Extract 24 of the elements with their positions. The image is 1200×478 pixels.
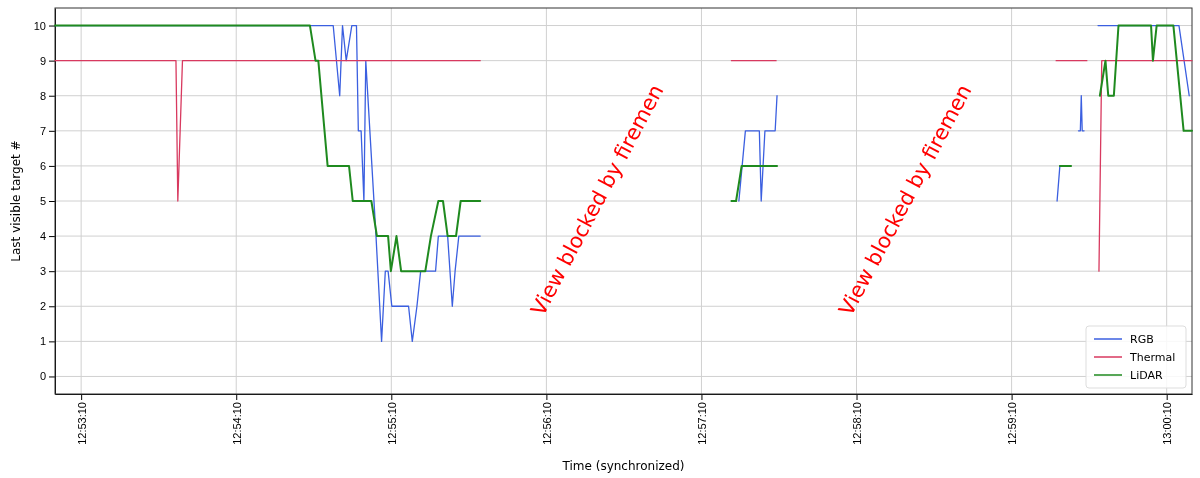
x-tick-label: 12:55:10 [385,402,398,445]
y-axis-title: Last visible target # [9,140,23,262]
x-tick-label: 12:56:10 [540,402,553,445]
y-tick-label: 1 [39,335,46,348]
legend-label: LiDAR [1130,368,1163,382]
y-tick-label: 10 [33,19,46,32]
y-tick-label: 9 [39,54,46,67]
legend-label: RGB [1130,332,1154,346]
y-tick-label: 2 [39,300,46,313]
x-tick-label: 12:58:10 [850,402,863,445]
x-tick-label: 12:59:10 [1005,402,1018,445]
y-tick-label: 4 [39,230,46,243]
y-tick-label: 5 [39,195,46,208]
x-tick-label: 13:00:10 [1161,402,1174,445]
y-tick-label: 6 [39,159,46,172]
y-tick-label: 3 [39,265,46,278]
y-tick-label: 7 [39,124,46,137]
legend-label: Thermal [1129,350,1176,364]
y-tick-label: 0 [39,370,46,383]
x-tick-label: 12:57:10 [695,402,708,445]
x-tick-label: 12:54:10 [230,402,243,445]
x-tick-label: 12:53:10 [75,402,88,445]
x-axis-title: Time (synchronized) [561,459,685,473]
y-tick-label: 8 [39,89,46,102]
